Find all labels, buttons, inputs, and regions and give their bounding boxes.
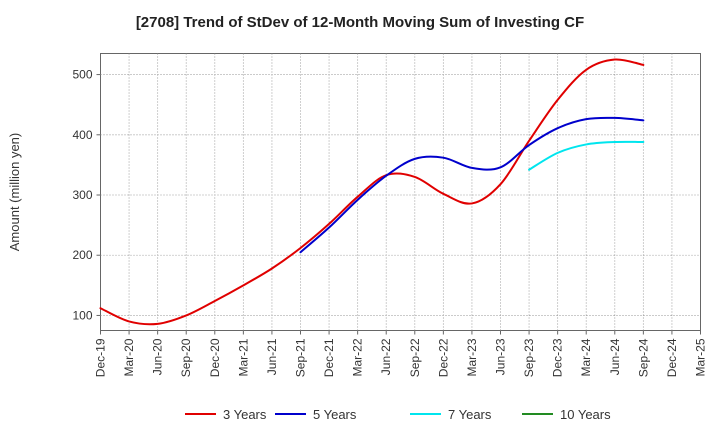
- legend-label-5-years: 5 Years: [313, 407, 357, 422]
- x-tick-label: Sep-21: [294, 338, 308, 377]
- legend-label-3-years: 3 Years: [223, 407, 267, 422]
- legend: 3 Years 5 Years 7 Years 10 Years: [185, 407, 611, 422]
- x-tick-label: Dec-23: [551, 338, 565, 377]
- x-tick-label: Sep-24: [636, 338, 650, 377]
- series-group: [99, 58, 645, 326]
- plot-frame: [100, 53, 701, 331]
- y-tick-label: 300: [72, 188, 92, 202]
- series-line-5-years: [299, 116, 645, 254]
- chart-title: [2708] Trend of StDev of 12-Month Moving…: [135, 14, 585, 31]
- x-tick-label: Jun-22: [379, 338, 393, 375]
- x-tick-label: Jun-24: [608, 338, 622, 375]
- x-tick-label: Dec-22: [436, 338, 450, 377]
- y-axis: 100 200 300 400 500: [72, 68, 101, 322]
- grid: [100, 53, 701, 331]
- legend-label-7-years: 7 Years: [448, 407, 492, 422]
- x-tick-label: Dec-19: [94, 338, 108, 377]
- x-tick-label: Mar-25: [694, 338, 708, 376]
- x-tick-label: Jun-21: [265, 338, 279, 375]
- y-tick-label: 100: [72, 308, 92, 322]
- y-tick-label: 500: [72, 68, 92, 82]
- x-tick-label: Mar-24: [579, 338, 593, 376]
- x-tick-label: Jun-23: [494, 338, 508, 375]
- series-line-3-years: [99, 58, 645, 326]
- x-axis: Dec-19 Mar-20 Jun-20 Sep-20 Dec-20 Mar-21 Jun-…: [94, 330, 708, 377]
- x-tick-label: Sep-23: [522, 338, 536, 377]
- x-tick-label: Dec-21: [322, 338, 336, 377]
- x-tick-label: Jun-20: [151, 338, 165, 375]
- series-line-7-years: [528, 140, 645, 171]
- y-axis-label: Amount (million yen): [7, 133, 22, 252]
- x-tick-label: Mar-21: [236, 338, 250, 376]
- y-tick-label: 400: [72, 128, 92, 142]
- legend-label-10-years: 10 Years: [560, 407, 611, 422]
- x-tick-label: Mar-22: [351, 338, 365, 376]
- y-tick-label: 200: [72, 248, 92, 262]
- x-tick-label: Sep-22: [408, 338, 422, 377]
- x-tick-label: Dec-20: [208, 338, 222, 377]
- x-tick-label: Mar-20: [122, 338, 136, 376]
- x-tick-label: Sep-20: [179, 338, 193, 377]
- x-tick-label: Dec-24: [665, 338, 679, 377]
- x-tick-label: Mar-23: [465, 338, 479, 376]
